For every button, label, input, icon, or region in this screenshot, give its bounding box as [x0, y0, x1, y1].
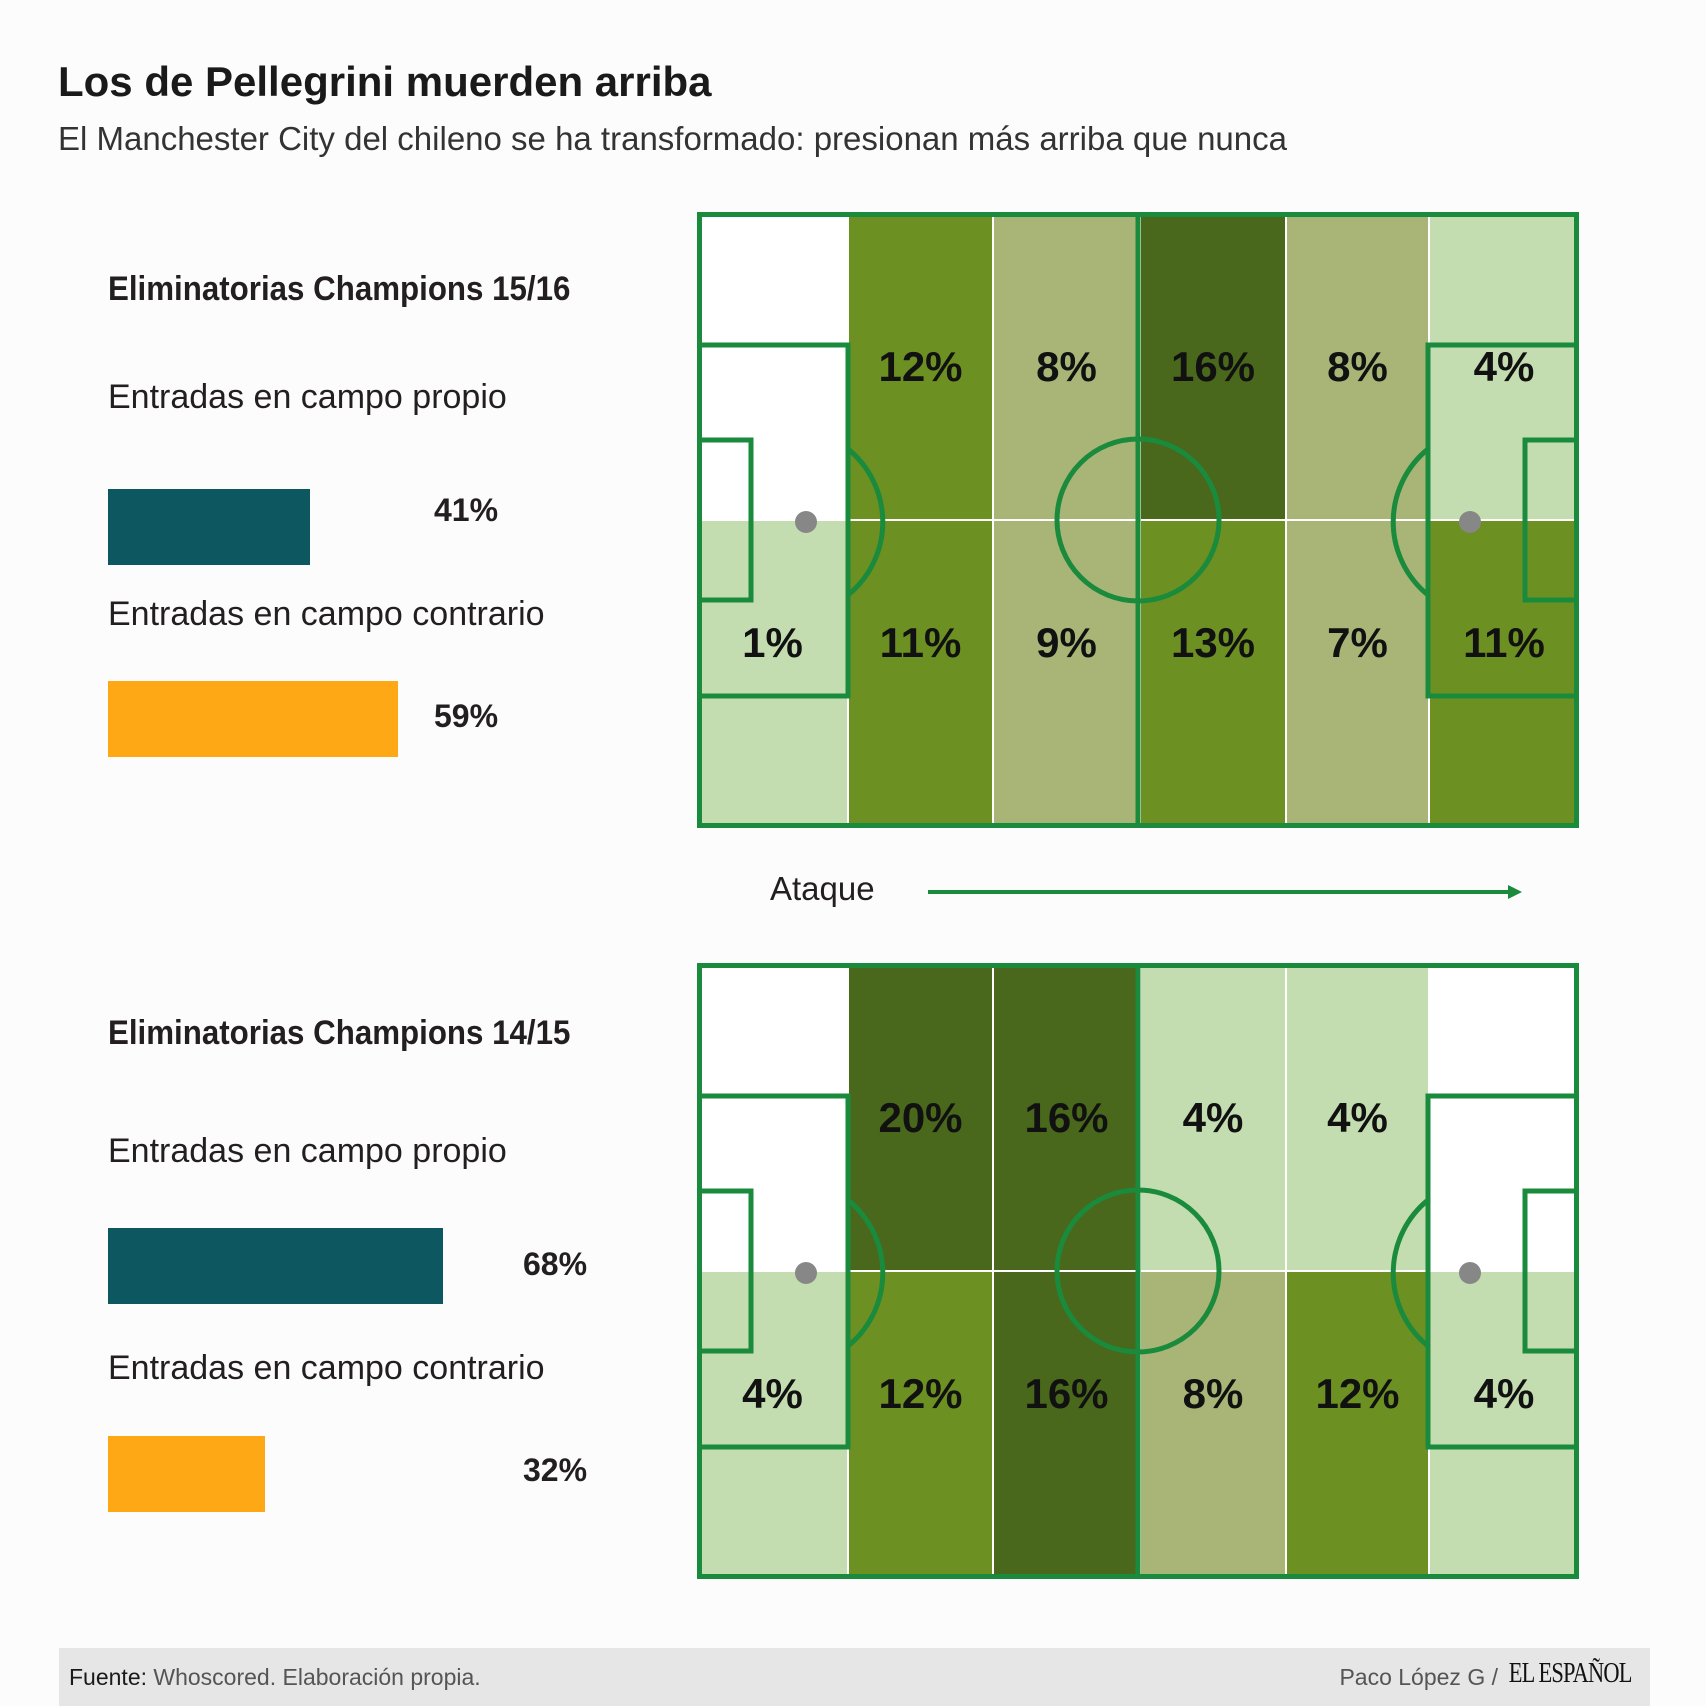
zone-value: 13% [1171, 619, 1255, 666]
zone-value: 9% [1036, 619, 1097, 666]
goal-box-right [1522, 1188, 1579, 1354]
zone-value: 12% [878, 1370, 962, 1417]
zone-cell [697, 1271, 848, 1579]
source-text: Whoscored. Elaboración propia. [153, 1664, 481, 1690]
zone-cell [993, 1271, 1140, 1579]
zone-cell [993, 963, 1140, 1271]
goal-box-left [697, 1188, 754, 1354]
zone-cell [697, 520, 848, 828]
zone-value: 7% [1327, 619, 1388, 666]
zone-cell [697, 212, 848, 520]
zone-cell [1140, 520, 1286, 828]
footer: Fuente: Whoscored. Elaboración propia. P… [59, 1648, 1650, 1706]
zone-value: 8% [1327, 343, 1388, 390]
zone-value: 12% [878, 343, 962, 390]
page-title: Los de Pellegrini muerden arriba [58, 58, 712, 105]
own-half-bar [108, 1228, 443, 1304]
own-half-label: Entradas en campo propio [108, 1132, 507, 1170]
zone-cell [1286, 212, 1429, 520]
zone-value: 4% [742, 1370, 803, 1417]
goal-box-right [1522, 437, 1579, 603]
zone-cell [1140, 1271, 1286, 1579]
zone-cell [1429, 520, 1579, 828]
opp-half-value: 32% [523, 1452, 588, 1488]
zone-cell [848, 1271, 993, 1579]
zone-cell [1286, 520, 1429, 828]
penalty-box-left [697, 342, 851, 699]
zone-value: 4% [1183, 1094, 1244, 1141]
zone-value: 4% [1327, 1094, 1388, 1141]
zone-cell [1286, 1271, 1429, 1579]
zone-cell [697, 963, 848, 1271]
zone-cell [1429, 963, 1579, 1271]
zone-value: 4% [1474, 343, 1535, 390]
author-credit: Paco López G / [1339, 1664, 1498, 1690]
pitch-lines [697, 963, 1579, 1579]
zone-cell [848, 520, 993, 828]
zone-cell [1286, 963, 1429, 1271]
penalty-spot-left [795, 1262, 817, 1284]
pitch-lines [697, 212, 1579, 828]
penalty-arc-right [1390, 447, 1430, 597]
center-circle [1054, 1187, 1222, 1355]
penalty-arc-left [846, 1198, 886, 1348]
opp-half-bar [108, 1436, 266, 1512]
attack-direction-label: Ataque [770, 870, 875, 907]
zone-value: 8% [1183, 1370, 1244, 1417]
penalty-box-right [1425, 342, 1579, 699]
zone-cell [993, 520, 1140, 828]
penalty-spot-right [1459, 1262, 1481, 1284]
zone-cell [1429, 1271, 1579, 1579]
zone-value: 11% [880, 619, 962, 666]
source-note: Fuente: Whoscored. Elaboración propia. [69, 1664, 481, 1691]
zone-cell [1140, 963, 1286, 1271]
zone-cell [1429, 212, 1579, 520]
penalty-arc-right [1390, 1198, 1430, 1348]
zone-value: 11% [1463, 619, 1545, 666]
pitch-heatmap-1516: 12% 8% 16% 8% 4% 1% 11% 9% 13% 7% 11% [697, 212, 1579, 828]
zone-value: 12% [1315, 1370, 1399, 1417]
penalty-box-left [697, 1093, 851, 1450]
source-label: Fuente: [69, 1664, 147, 1690]
zone-value: 16% [1171, 343, 1255, 390]
arrow-right-icon [928, 885, 1522, 899]
own-half-label: Entradas en campo propio [108, 378, 507, 416]
zone-value: 16% [1024, 1370, 1108, 1417]
zone-value: 8% [1036, 343, 1097, 390]
opp-half-label: Entradas en campo contrario [108, 595, 545, 633]
zone-cell [848, 212, 993, 520]
opp-half-bar [108, 681, 399, 757]
zone-value: 4% [1474, 1370, 1535, 1417]
page-subtitle: El Manchester City del chileno se ha tra… [58, 120, 1287, 157]
opp-half-label: Entradas en campo contrario [108, 1349, 545, 1387]
section-heading: Eliminatorias Champions 14/15 [108, 1014, 571, 1052]
penalty-spot-right [1459, 511, 1481, 533]
zone-cell [848, 963, 993, 1271]
own-half-bar [108, 489, 310, 565]
section-heading: Eliminatorias Champions 15/16 [108, 270, 571, 308]
zone-cell [1140, 212, 1286, 520]
pitch-border [697, 212, 1579, 828]
pitch-heatmap-1415: 20% 16% 4% 4% 4% 12% 16% 8% 12% 4% [697, 963, 1579, 1579]
zone-value: 1% [742, 619, 803, 666]
penalty-spot-left [795, 511, 817, 533]
center-circle [1054, 436, 1222, 604]
zone-cell [993, 212, 1140, 520]
penalty-arc-left [846, 447, 886, 597]
zone-value: 16% [1024, 1094, 1108, 1141]
el-espanol-logo: EL ESPAÑOL [1509, 1658, 1633, 1689]
penalty-box-right [1425, 1093, 1579, 1450]
own-half-value: 68% [523, 1246, 588, 1282]
zone-value: 20% [878, 1094, 962, 1141]
opp-half-value: 59% [434, 698, 499, 734]
pitch-border [697, 963, 1579, 1579]
own-half-value: 41% [434, 492, 499, 528]
goal-box-left [697, 437, 754, 603]
